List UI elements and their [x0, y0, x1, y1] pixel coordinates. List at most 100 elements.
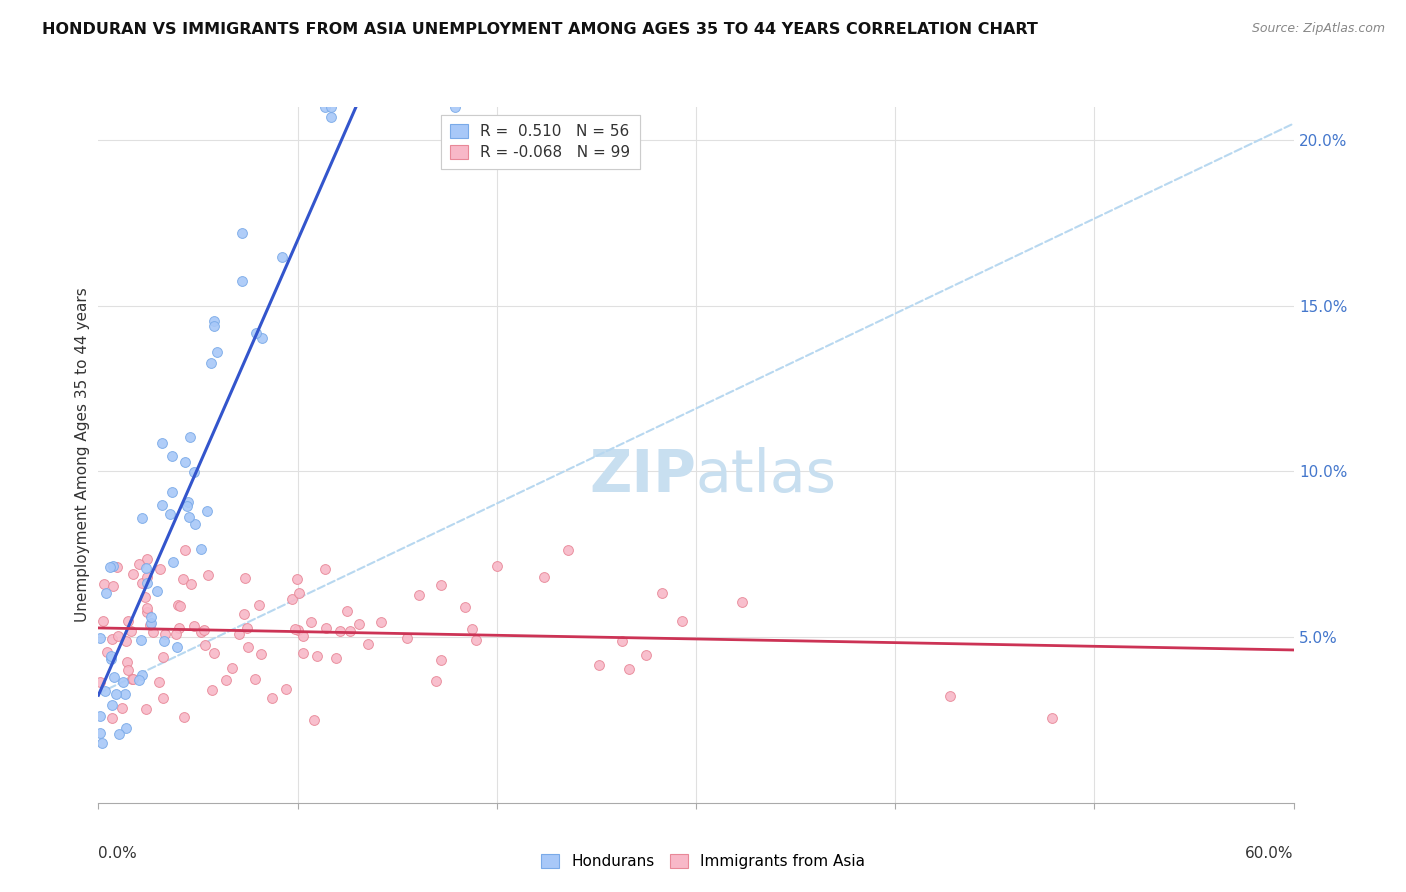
- Point: [107, 629, 129, 643]
- Point: [120, 624, 142, 638]
- Point: [135, 702, 157, 716]
- Point: [250, 647, 273, 661]
- Point: [135, 576, 157, 591]
- Point: [245, 672, 267, 686]
- Point: [200, 356, 222, 370]
- Point: [94, 684, 117, 698]
- Point: [245, 326, 267, 340]
- Point: [180, 577, 202, 591]
- Point: [135, 601, 157, 615]
- Point: [250, 330, 273, 344]
- Point: [139, 617, 162, 632]
- Point: [285, 572, 308, 586]
- Point: [169, 621, 191, 635]
- Point: [260, 691, 283, 706]
- Point: [671, 614, 693, 628]
- Point: [177, 495, 200, 509]
- Point: [236, 621, 259, 635]
- Point: [167, 598, 190, 612]
- Point: [302, 713, 325, 727]
- Point: [115, 721, 138, 735]
- Point: [1040, 711, 1063, 725]
- Point: [108, 727, 131, 741]
- Point: [444, 100, 467, 114]
- Point: [101, 698, 124, 713]
- Point: [159, 507, 181, 521]
- Point: [288, 586, 311, 600]
- Point: [357, 637, 380, 651]
- Point: [429, 578, 451, 592]
- Point: [588, 658, 610, 673]
- Point: [162, 485, 184, 500]
- Point: [619, 662, 641, 676]
- Point: [315, 621, 337, 635]
- Point: [100, 651, 122, 665]
- Point: [89, 631, 111, 645]
- Y-axis label: Unemployment Among Ages 35 to 44 years: Unemployment Among Ages 35 to 44 years: [75, 287, 90, 623]
- Point: [429, 653, 451, 667]
- Point: [166, 640, 188, 655]
- Point: [162, 556, 184, 570]
- Point: [533, 570, 555, 584]
- Point: [96, 645, 118, 659]
- Point: [305, 648, 328, 663]
- Point: [336, 604, 359, 618]
- Point: [141, 610, 163, 624]
- Point: [202, 314, 225, 328]
- Point: [129, 632, 152, 647]
- Point: [172, 572, 194, 586]
- Point: [139, 615, 162, 630]
- Point: [135, 552, 157, 566]
- Point: [184, 516, 207, 531]
- Point: [349, 617, 371, 632]
- Point: [150, 435, 173, 450]
- Point: [612, 634, 634, 648]
- Point: [339, 624, 361, 638]
- Point: [321, 110, 343, 124]
- Point: [292, 646, 315, 660]
- Point: [236, 640, 259, 654]
- Point: [197, 504, 219, 518]
- Point: [183, 619, 205, 633]
- Point: [111, 701, 134, 715]
- Text: 0.0%: 0.0%: [98, 846, 138, 861]
- Point: [117, 614, 139, 628]
- Point: [190, 542, 212, 557]
- Point: [135, 560, 157, 574]
- Point: [292, 629, 315, 643]
- Point: [150, 498, 173, 512]
- Point: [100, 632, 122, 646]
- Point: [179, 510, 201, 524]
- Point: [176, 499, 198, 513]
- Point: [100, 648, 122, 663]
- Point: [215, 673, 238, 687]
- Point: [117, 655, 139, 669]
- Point: [169, 599, 191, 613]
- Point: [173, 710, 195, 724]
- Point: [153, 634, 176, 648]
- Point: [165, 626, 187, 640]
- Point: [121, 672, 143, 686]
- Point: [152, 691, 174, 706]
- Point: [117, 663, 139, 677]
- Point: [281, 592, 304, 607]
- Text: Source: ZipAtlas.com: Source: ZipAtlas.com: [1251, 22, 1385, 36]
- Point: [233, 607, 256, 622]
- Point: [146, 584, 169, 599]
- Point: [425, 674, 447, 689]
- Text: HONDURAN VS IMMIGRANTS FROM ASIA UNEMPLOYMENT AMONG AGES 35 TO 44 YEARS CORRELAT: HONDURAN VS IMMIGRANTS FROM ASIA UNEMPLO…: [42, 22, 1038, 37]
- Point: [148, 675, 170, 690]
- Point: [107, 559, 129, 574]
- Point: [136, 570, 159, 584]
- Point: [636, 648, 658, 663]
- Point: [314, 100, 336, 114]
- Point: [485, 559, 508, 574]
- Point: [91, 614, 114, 628]
- Legend: R =  0.510   N = 56, R = -0.068   N = 99: R = 0.510 N = 56, R = -0.068 N = 99: [440, 115, 640, 169]
- Point: [231, 274, 253, 288]
- Point: [128, 673, 150, 688]
- Point: [179, 430, 201, 444]
- Point: [112, 675, 135, 690]
- Point: [454, 599, 477, 614]
- Point: [135, 605, 157, 619]
